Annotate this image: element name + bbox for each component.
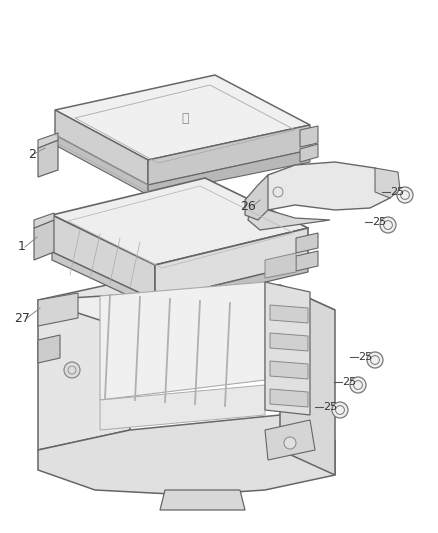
Polygon shape (34, 213, 54, 228)
Circle shape (350, 377, 366, 393)
Polygon shape (55, 135, 148, 195)
Circle shape (273, 187, 283, 197)
Polygon shape (38, 285, 335, 330)
Polygon shape (100, 282, 265, 400)
Polygon shape (270, 333, 308, 351)
Circle shape (332, 402, 348, 418)
Text: 25: 25 (372, 217, 386, 227)
Polygon shape (155, 228, 308, 300)
Polygon shape (270, 361, 308, 379)
Polygon shape (270, 389, 308, 407)
Text: 25: 25 (342, 377, 356, 387)
Text: 26: 26 (240, 200, 256, 214)
Polygon shape (160, 490, 245, 510)
Polygon shape (38, 415, 335, 495)
Polygon shape (148, 125, 310, 185)
Circle shape (380, 217, 396, 233)
Polygon shape (245, 175, 268, 220)
Circle shape (367, 352, 383, 368)
Polygon shape (280, 285, 335, 475)
Polygon shape (38, 280, 130, 450)
Polygon shape (248, 202, 330, 230)
Polygon shape (55, 75, 310, 160)
Text: ꕶ: ꕶ (181, 111, 189, 125)
Polygon shape (300, 126, 318, 147)
Polygon shape (38, 293, 78, 326)
Polygon shape (375, 168, 400, 198)
Polygon shape (155, 263, 308, 308)
Polygon shape (38, 133, 58, 148)
Text: 27: 27 (14, 311, 30, 325)
Polygon shape (296, 233, 318, 253)
Circle shape (397, 187, 413, 203)
Polygon shape (52, 178, 308, 265)
Text: 1: 1 (18, 240, 26, 254)
Circle shape (284, 437, 296, 449)
Circle shape (64, 362, 80, 378)
Polygon shape (52, 215, 155, 300)
Polygon shape (300, 144, 318, 162)
Polygon shape (55, 110, 148, 185)
Text: 25: 25 (323, 402, 337, 412)
Polygon shape (148, 150, 310, 195)
Polygon shape (34, 220, 54, 260)
Polygon shape (52, 252, 155, 308)
Text: 2: 2 (28, 149, 36, 161)
Polygon shape (265, 420, 315, 460)
Polygon shape (265, 253, 296, 278)
Polygon shape (100, 385, 265, 430)
Polygon shape (296, 251, 318, 271)
Text: 25: 25 (358, 352, 372, 362)
Polygon shape (38, 140, 58, 177)
Polygon shape (265, 282, 310, 415)
Polygon shape (270, 305, 308, 323)
Polygon shape (258, 162, 395, 210)
Text: 25: 25 (390, 187, 404, 197)
Polygon shape (38, 335, 60, 363)
